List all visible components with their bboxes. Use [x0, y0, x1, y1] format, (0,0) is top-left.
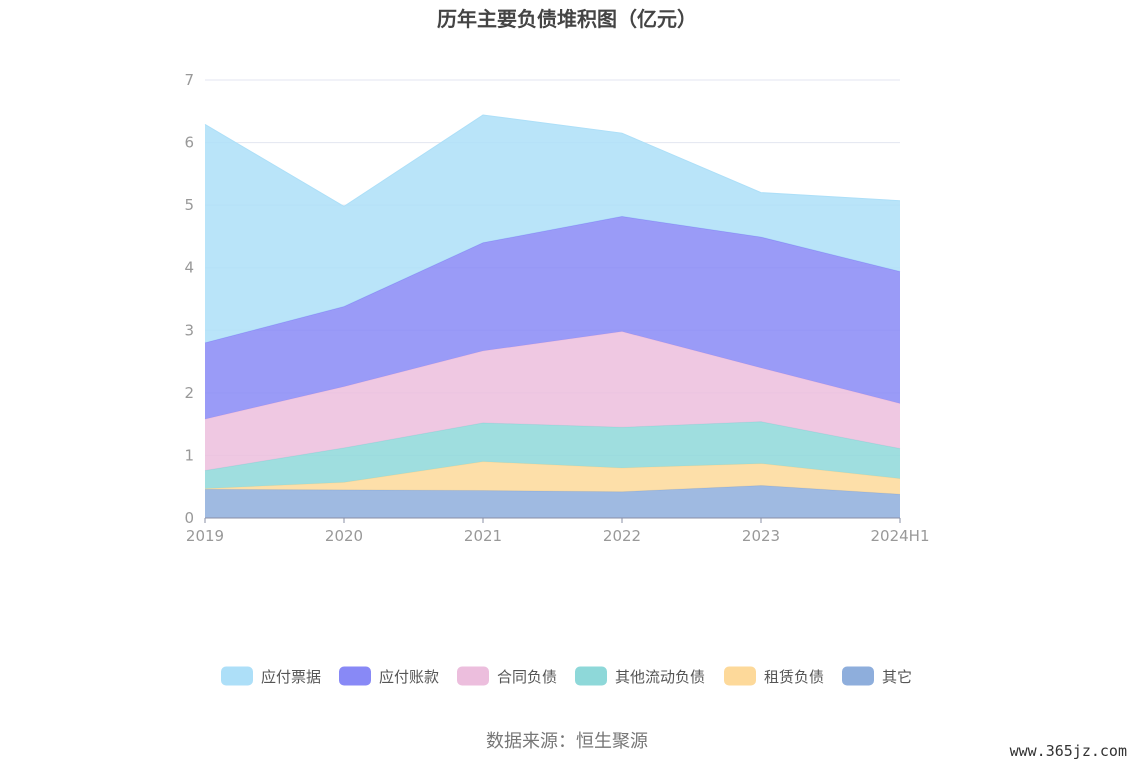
area-应付账款: [205, 216, 900, 420]
legend-label: 应付账款: [379, 668, 439, 686]
legend-swatch: [724, 666, 756, 686]
y-tick-label: 1: [184, 446, 194, 464]
legend[interactable]: 应付票据 应付账款 合同负债 其他流动负债 租赁负债 其它: [221, 666, 912, 687]
area-应付票据: [205, 115, 900, 343]
legend-label: 其他流动负债: [615, 668, 705, 686]
y-tick-label: 7: [184, 71, 194, 89]
legend-swatch: [221, 666, 253, 686]
x-tick-label: 2021: [464, 527, 502, 545]
y-tick-label: 4: [184, 259, 194, 277]
source-text: 数据来源：恒生聚源: [486, 731, 648, 752]
x-tick-label: 2024H1: [871, 527, 930, 545]
area-租赁负债: [205, 461, 900, 495]
legend-label: 其它: [882, 668, 912, 686]
x-tick-label: 2022: [603, 527, 641, 545]
watermark: www.365jz.com: [1010, 742, 1127, 760]
legend-item-应付票据[interactable]: 应付票据: [221, 666, 321, 687]
x-tick-label: 2023: [742, 527, 780, 545]
legend-item-合同负债[interactable]: 合同负债: [457, 666, 557, 687]
legend-swatch: [842, 666, 874, 686]
legend-label: 租赁负债: [764, 668, 824, 686]
area-edge-其它: [204, 484, 901, 495]
legend-swatch: [457, 666, 489, 686]
y-tick-label: 5: [184, 196, 194, 214]
chart-title: 历年主要负债堆积图（亿元）: [437, 7, 697, 31]
y-tick-label: 0: [184, 509, 194, 527]
legend-item-其他流动负债[interactable]: 其他流动负债: [575, 666, 705, 687]
x-tick-label: 2019: [186, 527, 224, 545]
legend-swatch: [575, 666, 607, 686]
legend-swatch: [339, 666, 371, 686]
area-合同负债: [205, 331, 900, 471]
legend-label: 应付票据: [261, 668, 321, 686]
y-tick-label: 2: [184, 384, 194, 402]
legend-item-租赁负债[interactable]: 租赁负债: [724, 666, 824, 687]
y-tick-label: 6: [184, 134, 194, 152]
legend-item-应付账款[interactable]: 应付账款: [339, 666, 439, 687]
axes: 2019 2020 2021 2022 2023 2024H1: [186, 517, 930, 545]
area-series: [204, 114, 901, 518]
area-edge-应付票据: [204, 114, 901, 207]
x-tick-label: 2020: [325, 527, 363, 545]
legend-label: 合同负债: [497, 668, 557, 686]
legend-item-其它[interactable]: 其它: [842, 666, 912, 687]
area-其他流动负债: [205, 421, 900, 489]
y-tick-label: 3: [184, 321, 194, 339]
area-其它: [205, 485, 900, 518]
